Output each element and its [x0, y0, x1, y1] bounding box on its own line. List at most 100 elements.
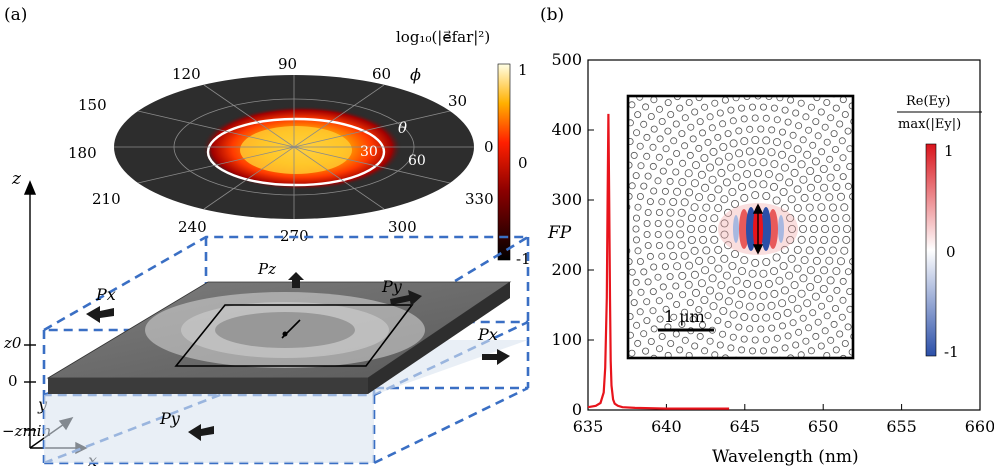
- air-hole: [739, 28, 745, 34]
- phi-tick-150: 150: [78, 96, 107, 114]
- air-hole: [582, 188, 588, 194]
- phi-tick-300: 300: [388, 218, 417, 236]
- theta-tick-60: 60: [408, 153, 426, 169]
- far-field-polar-plot: 90 60 30 0 330 300 270 240 210 180 150 1…: [68, 55, 494, 245]
- y-tick-label: 200: [551, 260, 582, 279]
- air-hole: [709, 44, 715, 50]
- air-hole: [747, 49, 753, 55]
- air-hole: [717, 421, 723, 427]
- air-hole: [573, 177, 579, 183]
- phi-tick-330: 330: [465, 190, 494, 208]
- air-hole: [571, 151, 577, 157]
- air-hole: [568, 209, 574, 215]
- axis-z-label: z: [11, 169, 22, 189]
- air-hole: [655, 54, 661, 60]
- air-hole: [741, 38, 747, 44]
- air-hole: [563, 172, 569, 178]
- y-tick-label: 500: [551, 50, 582, 69]
- air-hole: [758, 49, 764, 55]
- air-hole: [685, 412, 691, 418]
- phi-tick-90: 90: [278, 55, 297, 73]
- flux-label-px-right: Px: [477, 325, 498, 344]
- phi-tick-60: 60: [372, 65, 391, 83]
- air-hole: [785, 412, 791, 418]
- air-hole: [698, 47, 704, 53]
- x-tick-label: 655: [886, 417, 917, 436]
- y-axis-label: FP: [547, 223, 572, 243]
- air-hole: [557, 248, 563, 254]
- air-hole: [685, 40, 691, 46]
- x-tick-label: 645: [730, 417, 761, 436]
- air-hole: [835, 44, 841, 50]
- air-hole: [575, 311, 581, 317]
- air-hole: [760, 27, 766, 33]
- air-hole: [814, 36, 820, 42]
- far-field-colorbar-tick-1: 1: [518, 61, 528, 79]
- air-hole: [582, 264, 588, 270]
- air-hole: [771, 28, 777, 34]
- air-hole: [736, 50, 742, 56]
- air-hole: [845, 48, 851, 54]
- air-hole: [796, 42, 802, 48]
- air-hole: [730, 40, 736, 46]
- air-hole: [807, 45, 813, 51]
- air-hole: [577, 166, 583, 172]
- air-hole: [577, 286, 583, 292]
- mode-colorbar-title-denominator: max(|Ey|): [898, 117, 961, 132]
- air-hole: [556, 215, 562, 221]
- air-hole: [706, 33, 712, 39]
- air-hole: [749, 27, 755, 33]
- air-hole: [687, 50, 693, 56]
- flux-label-pz: Pz: [257, 260, 276, 278]
- far-field-colorbar-tick-0: 0: [518, 154, 528, 172]
- flux-label-py-top: Py: [381, 277, 403, 296]
- air-hole: [578, 220, 584, 226]
- phi-tick-30: 30: [448, 92, 467, 110]
- air-hole: [580, 253, 586, 259]
- air-hole: [719, 41, 725, 47]
- air-hole: [793, 31, 799, 37]
- y-tick-label: 400: [551, 120, 582, 139]
- air-hole: [706, 419, 712, 425]
- air-hole: [785, 40, 791, 46]
- phi-tick-210: 210: [92, 190, 121, 208]
- mode-colorbar-tick-1: 1: [944, 142, 954, 160]
- air-hole: [580, 321, 586, 327]
- air-hole: [774, 39, 780, 45]
- theta-symbol: θ: [398, 119, 407, 137]
- photonic-crystal-slab: [48, 282, 510, 394]
- air-hole: [717, 31, 723, 37]
- air-hole: [567, 161, 573, 167]
- air-hole: [580, 156, 586, 162]
- air-hole: [568, 242, 574, 248]
- air-hole: [854, 54, 860, 60]
- air-hole: [804, 33, 810, 39]
- phi-tick-180: 180: [68, 144, 97, 162]
- air-hole: [714, 54, 720, 60]
- air-hole: [774, 413, 780, 419]
- air-hole: [719, 411, 725, 417]
- y-tick-label: 100: [551, 330, 582, 349]
- air-hole: [696, 416, 702, 422]
- mode-colorbar-title-numerator: Re(Ey): [906, 94, 950, 109]
- air-hole: [675, 44, 681, 50]
- air-hole: [771, 424, 777, 430]
- x-tick-label: 640: [651, 417, 682, 436]
- tick-z0: z0: [3, 334, 22, 352]
- air-hole: [828, 53, 834, 59]
- air-hole: [825, 40, 831, 46]
- air-hole: [575, 141, 581, 147]
- air-hole: [567, 291, 573, 297]
- air-hole: [782, 423, 788, 429]
- panel-a-label: (a): [4, 5, 27, 25]
- air-hole: [579, 242, 585, 248]
- air-hole: [665, 48, 671, 54]
- phi-tick-240: 240: [178, 218, 207, 236]
- y-tick-label: 300: [551, 190, 582, 209]
- flux-label-py-bottom: Py: [159, 409, 181, 428]
- panel-b-label: (b): [540, 5, 564, 25]
- mode-colorbar-tick-minus1: -1: [944, 343, 959, 361]
- air-hole: [790, 53, 796, 59]
- air-hole: [571, 301, 577, 307]
